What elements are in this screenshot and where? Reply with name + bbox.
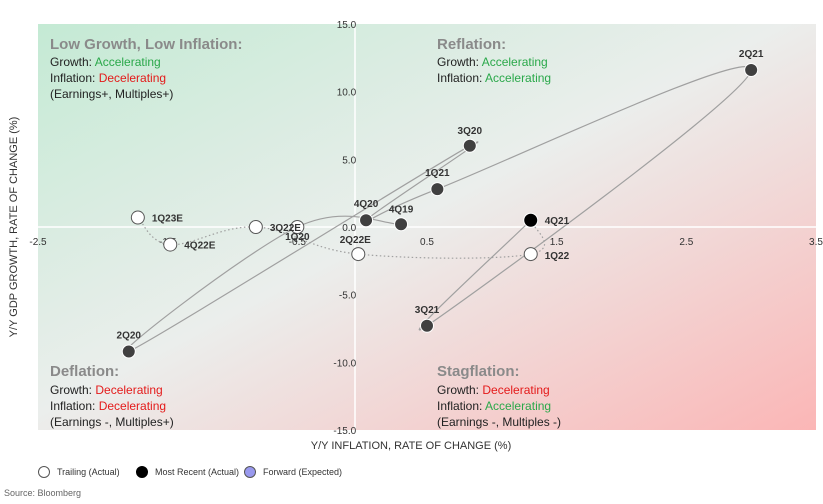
data-point-1q22 xyxy=(523,247,538,262)
data-point-3q21 xyxy=(420,318,434,333)
data-point-4q22e xyxy=(163,237,178,252)
point-label: 2Q22E xyxy=(340,235,371,246)
data-point-4q19 xyxy=(394,217,409,232)
x-axis-title: Y/Y INFLATION, RATE OF CHANGE (%) xyxy=(311,440,511,452)
data-point-4q20 xyxy=(359,213,374,228)
quadrant-top-left: Low Growth, Low Inflation: Growth: Accel… xyxy=(50,36,242,101)
quadrant-title: Low Growth, Low Inflation: xyxy=(50,36,242,53)
quadrant-title: Reflation: xyxy=(437,36,506,53)
y-tick-label: -5.0 xyxy=(339,291,357,302)
point-label: 4Q22E xyxy=(184,241,215,252)
legend-marker xyxy=(38,466,50,478)
point-label: 4Q20 xyxy=(354,199,379,210)
point-label: 1Q22 xyxy=(545,251,570,262)
y-tick-label: -15.0 xyxy=(333,426,356,437)
inflation-line: Inflation: Accelerating xyxy=(437,399,551,413)
x-tick-label: -0.5 xyxy=(289,237,307,248)
y-tick-label: 5.0 xyxy=(342,155,356,166)
data-point-4q21 xyxy=(523,212,539,228)
point-label: 3Q21 xyxy=(415,305,440,316)
y-tick-label: 10.0 xyxy=(337,88,357,99)
legend-label: Trailing (Actual) xyxy=(57,467,120,477)
data-point-2q21 xyxy=(744,63,759,78)
x-tick-label: 2.5 xyxy=(679,237,693,248)
x-tick-label: 1.5 xyxy=(550,237,564,248)
growth-line: Growth: Accelerating xyxy=(50,55,161,69)
inflation-line: Inflation: Decelerating xyxy=(50,399,166,413)
y-tick-label: 15.0 xyxy=(337,20,357,31)
point-label: 3Q22E xyxy=(270,223,301,234)
point-label: 4Q21 xyxy=(545,216,570,227)
legend-marker xyxy=(136,466,148,478)
y-axis-title: Y/Y GDP GROWTH, RATE OF CHANGE (%) xyxy=(8,117,20,338)
data-point-3q20 xyxy=(462,138,477,153)
point-label: 2Q20 xyxy=(117,331,142,342)
earnings-multiples-note: (Earnings+, Multiples+) xyxy=(50,87,173,101)
y-tick-label: -10.0 xyxy=(333,358,356,369)
data-point-2q20 xyxy=(121,344,136,359)
point-labels: 4Q19 1Q20 2Q20 3Q20 4Q20 1Q21 2Q21 3Q21 4Q21 1Q22… xyxy=(117,49,764,341)
quadrant-top-right: Reflation: Growth: Accelerating Inflatio… xyxy=(437,36,551,85)
data-point-1q20 xyxy=(290,220,305,234)
source-note: Source: Bloomberg xyxy=(4,488,81,498)
point-label: 1Q23E xyxy=(152,214,183,225)
data-points xyxy=(121,63,759,359)
legend-marker xyxy=(244,466,256,478)
quadrant-bottom-right: Stagflation: Growth: Decelerating Inflat… xyxy=(437,363,561,429)
point-label: 1Q20 xyxy=(285,232,310,243)
inflation-line: Inflation: Decelerating xyxy=(50,71,166,85)
point-label: 2Q21 xyxy=(739,49,764,60)
inflation-line: Inflation: Accelerating xyxy=(437,71,551,85)
x-tick-label: 3.5 xyxy=(809,237,823,248)
data-point-2q22e xyxy=(351,247,366,262)
point-label: 3Q20 xyxy=(458,126,483,137)
x-tick-label: -2.5 xyxy=(29,237,47,248)
data-point-1q23e xyxy=(130,210,145,225)
legend: Trailing (Actual) Most Recent (Actual) For… xyxy=(38,466,342,478)
point-label: 1Q21 xyxy=(425,168,450,179)
x-tick-label: 0.5 xyxy=(420,237,434,248)
quadrant-title: Deflation: xyxy=(50,363,119,380)
growth-line: Growth: Decelerating xyxy=(437,383,550,397)
data-point-3q22e xyxy=(248,220,263,234)
y-tick-label: 0.0 xyxy=(342,223,356,234)
legend-label: Forward (Expected) xyxy=(263,467,342,477)
growth-line: Growth: Accelerating xyxy=(437,55,548,69)
legend-label: Most Recent (Actual) xyxy=(155,467,239,477)
point-label: 4Q19 xyxy=(389,204,414,215)
quadrant-bottom-left: Deflation: Growth: Decelerating Inflatio… xyxy=(50,363,174,429)
growth-line: Growth: Decelerating xyxy=(50,383,163,397)
quadrant-title: Stagflation: xyxy=(437,363,520,380)
earnings-multiples-note: (Earnings -, Multiples+) xyxy=(50,415,174,429)
data-point-1q21 xyxy=(430,182,445,197)
earnings-multiples-note: (Earnings -, Multiples -) xyxy=(437,415,561,429)
